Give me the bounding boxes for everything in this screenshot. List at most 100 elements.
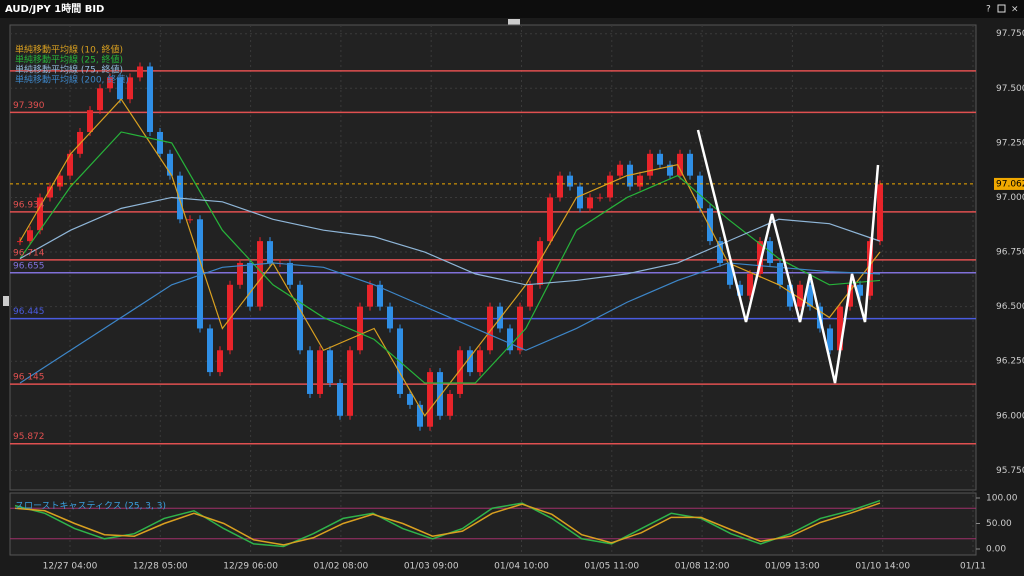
candle xyxy=(137,66,143,78)
stoch-tick-label: 0.00 xyxy=(986,545,1006,555)
y-tick-label: 97.750 xyxy=(996,29,1024,39)
candle xyxy=(687,153,693,176)
candle xyxy=(257,241,263,307)
candle xyxy=(97,88,103,111)
candle xyxy=(117,77,123,100)
candle xyxy=(487,306,493,351)
candle xyxy=(207,328,213,373)
candle xyxy=(157,131,163,154)
candle xyxy=(647,153,653,176)
candle xyxy=(57,175,63,187)
level-label: 96.934 xyxy=(13,200,45,210)
candle xyxy=(587,197,593,209)
level-label: 95.872 xyxy=(13,432,45,442)
candle xyxy=(427,372,433,427)
current-price-label: 97.062 xyxy=(996,179,1024,189)
restore-button[interactable] xyxy=(997,4,1006,13)
candle xyxy=(147,66,153,132)
candle xyxy=(47,186,53,198)
x-tick-label: 01/09 13:00 xyxy=(765,562,820,572)
candle xyxy=(507,328,513,351)
legend-entry: 単純移動平均線 (200, 終値) xyxy=(15,74,129,86)
candle xyxy=(67,153,73,176)
x-tick-label: 01/10 14:00 xyxy=(855,562,910,572)
x-tick-label: 12/27 04:00 xyxy=(43,562,98,572)
x-tick-label: 01/08 12:00 xyxy=(675,562,730,572)
candle xyxy=(657,153,663,165)
x-tick-label: 01/11 xyxy=(960,562,986,572)
y-tick-label: 96.750 xyxy=(996,248,1024,258)
x-tick-label: 12/28 05:00 xyxy=(133,562,188,572)
candle xyxy=(747,273,753,296)
candle xyxy=(727,262,733,285)
candle xyxy=(707,208,713,242)
candle xyxy=(327,350,333,384)
close-button[interactable]: × xyxy=(1011,5,1019,15)
candle xyxy=(577,186,583,209)
candle xyxy=(617,164,623,176)
candle xyxy=(607,175,613,198)
candle xyxy=(717,241,723,263)
x-tick-label: 01/03 09:00 xyxy=(404,562,459,572)
zigzag-drawing xyxy=(696,129,880,384)
stochastic-pane xyxy=(9,492,977,556)
candle xyxy=(757,241,763,274)
candle xyxy=(667,164,673,176)
y-tick-label: 95.750 xyxy=(996,466,1024,476)
y-tick-label: 96.250 xyxy=(996,357,1024,367)
candle xyxy=(87,110,93,132)
moving-average-line xyxy=(19,196,881,286)
candle xyxy=(337,383,343,416)
candle xyxy=(237,262,243,285)
candle xyxy=(827,328,833,351)
candle xyxy=(457,350,463,394)
candle xyxy=(677,153,683,176)
collapse-toggle[interactable] xyxy=(508,19,520,26)
candle xyxy=(167,153,173,176)
candle xyxy=(197,219,203,329)
level-label: 96.445 xyxy=(13,307,45,317)
side-toggle[interactable] xyxy=(3,296,9,306)
x-tick-label: 01/02 08:00 xyxy=(314,562,369,572)
stoch-line xyxy=(14,502,881,546)
price-pane xyxy=(9,24,977,491)
stoch-title: スローストキャスティクス (25, 3, 3) xyxy=(15,501,166,512)
x-tick-label: 01/04 10:00 xyxy=(494,562,549,572)
y-tick-label: 96.000 xyxy=(996,411,1024,421)
candle xyxy=(347,350,353,416)
title-bar xyxy=(0,0,1024,18)
candle xyxy=(737,284,743,296)
candle xyxy=(297,284,303,351)
candle xyxy=(467,350,473,373)
candle xyxy=(517,306,523,351)
candle xyxy=(837,306,843,351)
candle xyxy=(107,77,113,89)
level-label: 96.714 xyxy=(13,248,45,258)
help-button[interactable]: ? xyxy=(986,5,991,15)
candle xyxy=(787,284,793,307)
current-price-box xyxy=(994,177,1024,190)
candle xyxy=(407,393,413,405)
candle xyxy=(477,350,483,373)
moving-average-line xyxy=(19,131,881,384)
candle xyxy=(217,350,223,373)
level-label: 96.145 xyxy=(13,373,45,383)
candle xyxy=(367,284,373,307)
x-tick-label: 12/29 06:00 xyxy=(223,562,278,572)
y-tick-label: 97.500 xyxy=(996,84,1024,94)
candle xyxy=(37,197,43,231)
candle xyxy=(697,175,703,209)
candle xyxy=(447,393,453,416)
window-controls[interactable]: ? × xyxy=(986,4,1019,15)
stoch-tick-label: 100.00 xyxy=(986,494,1018,504)
candle xyxy=(387,306,393,329)
candle xyxy=(187,219,193,221)
candle xyxy=(797,284,803,307)
candle xyxy=(527,284,533,307)
stoch-tick-label: 50.00 xyxy=(986,519,1012,529)
candle xyxy=(17,241,23,243)
candle xyxy=(267,241,273,263)
candle xyxy=(27,230,33,242)
candle xyxy=(357,306,363,351)
